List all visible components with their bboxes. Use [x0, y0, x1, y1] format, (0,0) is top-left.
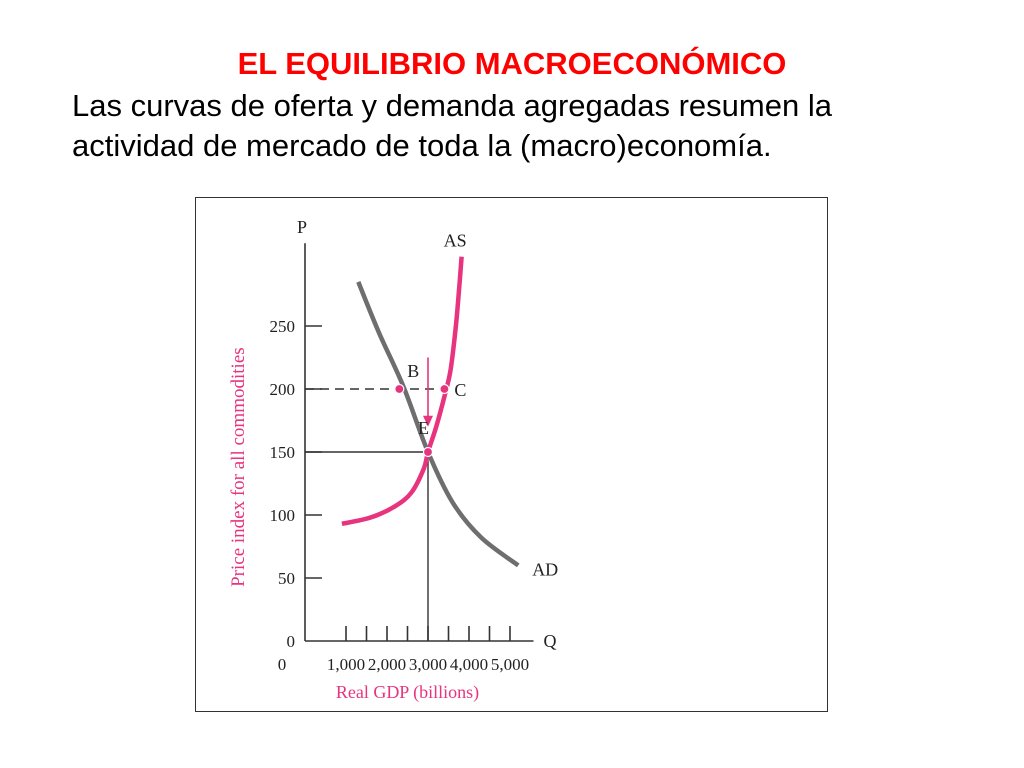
curves [341, 256, 520, 568]
curve-label-as: AS [444, 231, 467, 251]
x-tick-label-2000: 2,000 [368, 655, 406, 674]
y-axis-label: Price index for all commodities [228, 347, 249, 587]
chart-frame: AD AS P Q 0 50 100 150 200 250 0 1,000 2,000 3,000 4,0… [195, 197, 828, 712]
x-tick-label-5000: 5,000 [491, 655, 529, 674]
x-tick-label-0: 0 [278, 655, 287, 674]
slide-body-text: Las curvas de oferta y demanda agregadas… [72, 86, 972, 166]
point-b [394, 383, 405, 395]
guide-lines [305, 388, 445, 641]
y-axis-symbol: P [297, 217, 307, 237]
axes [304, 243, 534, 642]
y-tick-label-100: 100 [270, 506, 296, 525]
slide-text-line-1: Las curvas de oferta y demanda agregadas… [72, 88, 832, 123]
y-tick-label-50: 50 [278, 569, 295, 588]
y-tick-label-150: 150 [270, 443, 296, 462]
chart-text: AD AS P Q 0 50 100 150 200 250 0 1,000 2,000 3,000 4,0… [228, 217, 558, 703]
equilibrium-chart: AD AS P Q 0 50 100 150 200 250 0 1,000 2,000 3,000 4,0… [228, 217, 558, 703]
x-axis-symbol: Q [544, 631, 557, 651]
equilibrium-points [394, 357, 450, 458]
x-axis-label: Real GDP (billions) [336, 682, 479, 703]
slide-title: EL EQUILIBRIO MACROECONÓMICO [237, 46, 787, 81]
ticks [305, 325, 511, 641]
shift-arrow-head [423, 415, 433, 427]
y-tick-label-200: 200 [270, 380, 296, 399]
slide-text-line-2: actividad de mercado de toda la (macro)e… [72, 128, 772, 163]
curve-as [341, 256, 464, 527]
point-c [439, 383, 450, 395]
point-label-b: B [407, 361, 419, 381]
y-tick-label-0: 0 [287, 632, 296, 651]
y-tick-label-250: 250 [270, 317, 296, 336]
point-label-e: E [418, 418, 429, 438]
point-label-c: C [454, 380, 466, 400]
point-e [422, 446, 434, 458]
x-tick-label-4000: 4,000 [450, 655, 488, 674]
curve-label-ad: AD [532, 559, 558, 579]
x-tick-label-1000: 1,000 [327, 655, 365, 674]
x-tick-label-3000: 3,000 [409, 655, 447, 674]
